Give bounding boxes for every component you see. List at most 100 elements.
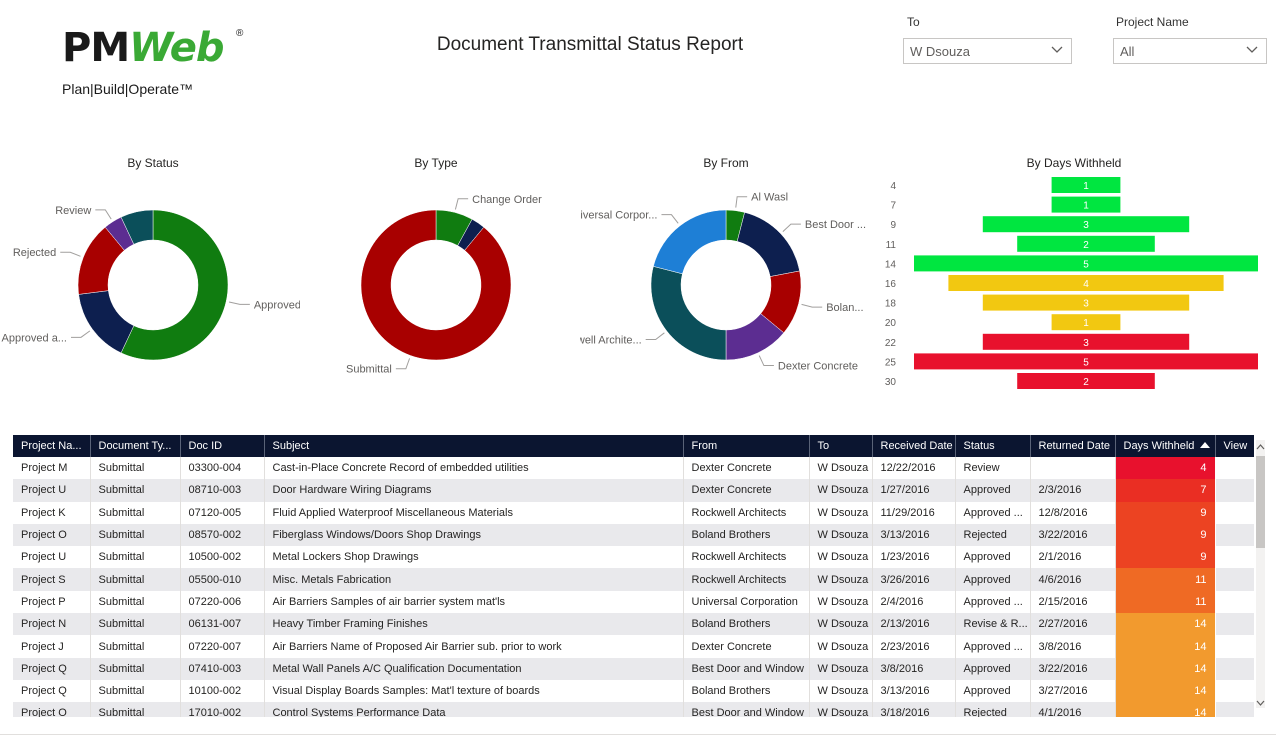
logo-brand-a: PM [62, 25, 130, 71]
column-header-returned-date[interactable]: Returned Date [1030, 435, 1116, 457]
funnel-bar-30[interactable] [1017, 373, 1155, 389]
table-row[interactable]: Project M Submittal 03300-004 Cast-in-Place… [13, 457, 1254, 480]
donut-leader-line [782, 223, 801, 232]
cell-doc-id: 06131-007 [180, 613, 265, 636]
donut-slice-unlabeled[interactable] [120, 209, 154, 245]
donut-slice-approved-a[interactable] [78, 290, 135, 354]
cell-days-withheld: 9 [1115, 523, 1216, 547]
donut-leader-line [60, 251, 81, 257]
column-header-days-withheld[interactable]: Days Withheld [1115, 435, 1216, 457]
cell-status: Approved ... [955, 590, 1031, 614]
slicer-to-dropdown[interactable]: W Dsouza [903, 38, 1072, 64]
cell-to: W Dsouza [809, 657, 873, 680]
donut-slice-submittal[interactable] [360, 209, 512, 361]
table-row[interactable]: Project S Submittal 05500-010 Misc. Metals … [13, 568, 1254, 591]
funnel-bar-18[interactable] [982, 294, 1190, 311]
cell-doc-id: 10100-002 [180, 679, 265, 703]
bar-chart-by-days-withheld[interactable]: 4 1 7 1 9 3 11 2 14 5 16 4 18 3 20 1 22 3 25 5 30 2 [880, 175, 1270, 395]
column-header-subject[interactable]: Subject [264, 435, 684, 457]
cell-status: Revise & R... [955, 613, 1031, 636]
bar-value-label: 3 [1083, 220, 1089, 231]
table-row[interactable]: Project P Submittal 07220-006 Air Barriers … [13, 590, 1254, 614]
cell-subject: Door Hardware Wiring Diagrams [264, 479, 684, 502]
table-row[interactable]: Project O Submittal 17010-002 Control Syste… [13, 702, 1254, 717]
cell-view[interactable] [1215, 457, 1254, 480]
table-row[interactable]: Project Q Submittal 07410-003 Metal Wall Pa… [13, 657, 1254, 680]
scroll-down-icon[interactable] [1256, 698, 1265, 707]
table-row[interactable]: Project N Submittal 06131-007 Heavy Timber … [13, 613, 1254, 636]
donut-slice-approved[interactable] [120, 209, 229, 361]
funnel-bar-25[interactable] [914, 353, 1258, 370]
cell-view[interactable] [1215, 523, 1254, 547]
scroll-up-icon[interactable] [1256, 443, 1265, 452]
donut-chart-by-type[interactable]: Change Order Submittal [300, 175, 580, 390]
cell-from: Dexter Concrete [683, 479, 810, 502]
cell-document-ty: Submittal [90, 613, 181, 636]
table-scrollbar-thumb[interactable] [1256, 456, 1265, 548]
funnel-bar-22[interactable] [982, 333, 1190, 350]
donut-chart-by-status[interactable]: Approved Approved a... Rejected Review [0, 175, 300, 390]
cell-to: W Dsouza [809, 568, 873, 591]
cell-view[interactable] [1215, 702, 1254, 717]
column-header-project-na[interactable]: Project Na... [13, 435, 91, 457]
cell-document-ty: Submittal [90, 501, 181, 524]
funnel-bar-14[interactable] [914, 255, 1258, 272]
cell-view[interactable] [1215, 679, 1254, 703]
cell-doc-id: 07120-005 [180, 501, 265, 524]
cell-from: Best Door and Window [683, 702, 810, 717]
cell-from: Dexter Concrete [683, 635, 810, 658]
cell-returned-date: 3/8/2016 [1030, 635, 1116, 658]
chevron-down-icon [1246, 46, 1258, 53]
cell-document-ty: Submittal [90, 702, 181, 717]
cell-returned-date: 2/27/2016 [1030, 613, 1116, 636]
column-header-label: Subject [272, 440, 310, 452]
cell-view[interactable] [1215, 568, 1254, 591]
slicer-to-value: W Dsouza [910, 44, 970, 59]
cell-view[interactable] [1215, 635, 1254, 658]
table-scrollbar-track[interactable] [1256, 440, 1265, 708]
cell-view[interactable] [1215, 546, 1254, 569]
column-header-doc-id[interactable]: Doc ID [180, 435, 265, 457]
donut-chart-by-from[interactable]: Al Wasl Best Door ... Bolan... Dexter Concr… [580, 175, 880, 390]
table-row[interactable]: Project J Submittal 07220-007 Air Barriers … [13, 635, 1254, 658]
funnel-bar-16[interactable] [948, 275, 1224, 291]
sort-ascending-icon[interactable] [1200, 442, 1211, 448]
cell-view[interactable] [1215, 501, 1254, 524]
table-row[interactable]: Project U Submittal 10500-002 Metal Lockers… [13, 546, 1254, 569]
logo-brand-b: Web [129, 25, 224, 71]
cell-project-na: Project U [13, 546, 91, 569]
bar-category-label: 22 [885, 338, 897, 349]
cell-document-ty: Submittal [90, 568, 181, 591]
funnel-bar-9[interactable] [982, 216, 1190, 233]
funnel-bar-4[interactable] [1051, 177, 1121, 193]
cell-document-ty: Submittal [90, 479, 181, 502]
donut-slice-rockwell-archite[interactable] [650, 266, 727, 361]
funnel-bar-11[interactable] [1017, 235, 1155, 252]
cell-project-na: Project U [13, 479, 91, 502]
funnel-bar-7[interactable] [1051, 196, 1121, 213]
cell-doc-id: 07220-007 [180, 635, 265, 658]
table-row[interactable]: Project K Submittal 07120-005 Fluid Applied… [13, 501, 1254, 524]
cell-view[interactable] [1215, 613, 1254, 636]
cell-view[interactable] [1215, 657, 1254, 680]
cell-view[interactable] [1215, 479, 1254, 502]
cell-view[interactable] [1215, 590, 1254, 614]
cell-from: Boland Brothers [683, 613, 810, 636]
cell-doc-id: 08710-003 [180, 479, 265, 502]
cell-days-withheld: 14 [1115, 613, 1216, 636]
column-header-received-date[interactable]: Received Date [872, 435, 956, 457]
column-header-document-ty[interactable]: Document Ty... [90, 435, 181, 457]
table-row[interactable]: Project U Submittal 08710-003 Door Hardware… [13, 479, 1254, 502]
column-header-status[interactable]: Status [955, 435, 1031, 457]
donut-slice-best-door[interactable] [736, 212, 800, 277]
slicer-project-dropdown[interactable]: All [1113, 38, 1267, 64]
donut-slice-universal-corpor[interactable] [653, 209, 727, 275]
column-header-to[interactable]: To [809, 435, 873, 457]
bar-value-label: 5 [1083, 259, 1089, 270]
funnel-bar-20[interactable] [1051, 314, 1121, 331]
column-header-view[interactable]: View [1215, 435, 1254, 457]
bar-category-label: 18 [885, 299, 897, 310]
table-row[interactable]: Project O Submittal 08570-002 Fiberglass Wi… [13, 523, 1254, 547]
column-header-from[interactable]: From [683, 435, 810, 457]
table-row[interactable]: Project Q Submittal 10100-002 Visual Displa… [13, 679, 1254, 703]
